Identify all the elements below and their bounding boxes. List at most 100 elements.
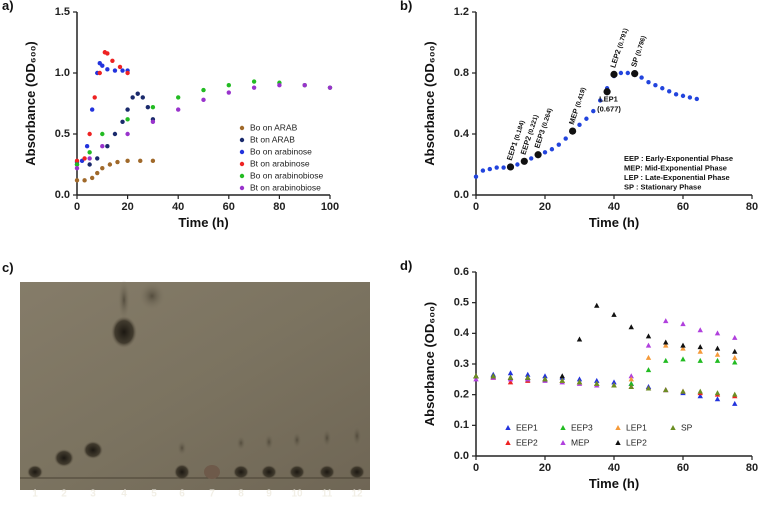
data-point	[687, 95, 693, 100]
data-point	[577, 122, 582, 128]
lane-label: 9	[266, 489, 272, 500]
data-point	[226, 90, 231, 95]
data-point	[327, 85, 333, 90]
legend-marker	[239, 137, 245, 143]
data-point	[201, 97, 206, 103]
data-point	[576, 376, 583, 382]
y-tick-label: 0.5	[55, 128, 70, 140]
lane-label: 10	[291, 489, 303, 500]
data-point	[74, 165, 80, 171]
annotated-point	[631, 70, 639, 78]
lane-label: 1	[32, 489, 38, 500]
data-point	[732, 354, 738, 360]
annotation: MEP(0.419)	[567, 86, 588, 126]
data-point	[95, 170, 100, 176]
data-point	[697, 327, 703, 333]
y-tick-label: 0.0	[55, 189, 70, 201]
data-point	[639, 75, 644, 80]
data-point	[150, 158, 156, 164]
data-point	[100, 144, 105, 149]
legend-marker	[560, 425, 566, 430]
data-point	[697, 357, 703, 363]
data-point	[673, 92, 679, 97]
series	[473, 342, 738, 388]
lane-label: 2	[61, 489, 67, 500]
x-tick-label: 40	[608, 201, 620, 213]
series	[473, 356, 738, 388]
data-point	[82, 156, 87, 161]
legend-marker	[239, 149, 245, 155]
data-point	[680, 356, 686, 362]
data-point	[663, 339, 669, 345]
annotation-value: (0.796)	[635, 35, 648, 57]
y-tick-label: 0.5	[454, 297, 469, 309]
y-tick-label: 0.0	[454, 189, 469, 201]
data-point	[660, 86, 665, 91]
x-tick-label: 20	[539, 462, 551, 474]
y-tick-label: 0.4	[454, 327, 470, 339]
data-point	[473, 174, 479, 179]
data-point	[494, 165, 499, 170]
data-point	[714, 351, 721, 357]
data-point	[87, 162, 92, 167]
x-tick-label: 0	[473, 201, 479, 213]
y-tick-label: 0.4	[454, 128, 470, 140]
data-point	[732, 400, 738, 406]
annotated-point	[603, 88, 611, 96]
data-point	[473, 376, 479, 382]
annotation-name: SP	[629, 56, 641, 68]
data-point	[507, 379, 514, 385]
legend-label: LEP1	[626, 422, 647, 432]
data-point	[89, 175, 95, 181]
data-point	[100, 165, 105, 171]
data-point	[201, 87, 206, 93]
data-point	[74, 162, 80, 167]
legend-label: Bo on arabinose	[250, 146, 312, 156]
legend-label: EEP1	[516, 422, 538, 432]
x-tick-label: 60	[677, 462, 689, 474]
data-point	[251, 85, 257, 90]
legend-label: Bo on arabinobiose	[250, 170, 324, 180]
data-point	[125, 107, 130, 112]
lane-label: 5	[151, 489, 157, 500]
x-tick-label: 0	[473, 462, 479, 474]
data-point	[525, 371, 531, 377]
legend-label: Bt on arabinobiose	[250, 182, 321, 192]
lane-label: 12	[351, 489, 363, 500]
legend-marker	[560, 440, 566, 445]
data-point	[542, 373, 548, 379]
legend-label: LEP2	[626, 437, 647, 447]
x-tick-label: 60	[677, 201, 689, 213]
data-point	[125, 70, 130, 76]
data-point	[97, 70, 102, 76]
data-point	[145, 104, 151, 110]
data-point	[542, 376, 548, 382]
data-point	[559, 373, 565, 379]
data-point	[611, 382, 617, 388]
data-point	[112, 131, 118, 137]
data-point	[100, 131, 105, 137]
legend-marker	[615, 425, 621, 430]
data-point	[694, 96, 699, 102]
data-point	[120, 68, 125, 73]
data-point	[120, 119, 125, 125]
series	[473, 370, 738, 406]
data-point	[176, 107, 181, 112]
data-point	[667, 89, 672, 94]
y-tick-label: 0.2	[454, 389, 469, 401]
legend-marker	[239, 161, 245, 167]
data-point	[529, 156, 534, 161]
data-point	[115, 159, 120, 165]
x-axis-title: Time (h)	[589, 476, 639, 491]
data-point	[84, 144, 90, 149]
x-tick-label: 40	[172, 201, 184, 213]
data-point	[549, 147, 555, 152]
data-point	[277, 83, 282, 88]
data-point	[663, 357, 669, 363]
annotated-point	[534, 151, 542, 159]
data-point	[645, 385, 652, 391]
data-point	[110, 58, 115, 63]
data-point	[663, 318, 669, 324]
data-point	[618, 70, 624, 76]
